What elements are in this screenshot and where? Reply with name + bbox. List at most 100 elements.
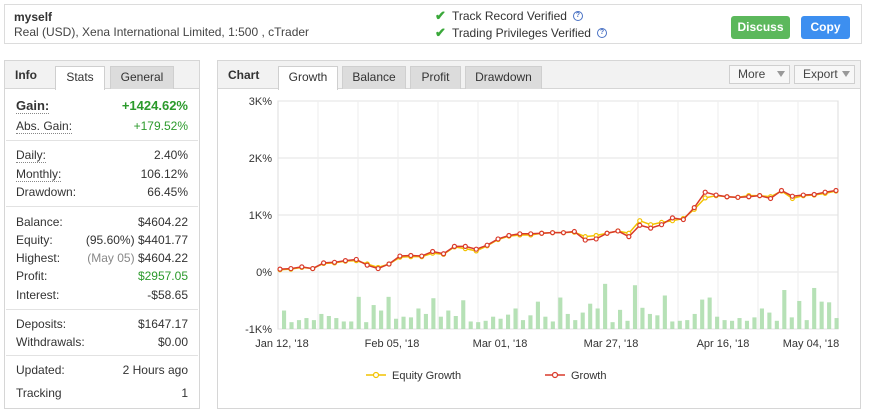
growth-point xyxy=(277,266,283,272)
tab-profit[interactable]: Profit xyxy=(410,66,461,89)
growth-point xyxy=(658,222,665,228)
bar xyxy=(296,320,302,329)
growth-point xyxy=(364,262,370,268)
divider xyxy=(6,355,198,356)
bar xyxy=(730,320,735,329)
bar xyxy=(431,298,436,329)
divider xyxy=(6,309,198,310)
highest-row: Highest: (May 05) $4604.22 xyxy=(16,251,188,265)
bar xyxy=(797,300,802,329)
bar xyxy=(752,317,757,329)
growth-point xyxy=(637,222,643,228)
bar xyxy=(349,321,354,329)
growth-point xyxy=(713,192,719,198)
export-dropdown[interactable]: Export xyxy=(794,65,855,84)
growth-point xyxy=(397,253,403,259)
bar xyxy=(640,307,645,329)
bar xyxy=(595,308,600,329)
growth-point xyxy=(571,228,577,235)
bar xyxy=(804,320,809,329)
y-tick-label: -1K% xyxy=(245,324,272,336)
growth-chart: 3K% 2K% 1K% 0% -1K% Jan 12, '18 Feb 05, '18 Ma… xyxy=(245,96,839,382)
growth-point xyxy=(593,236,599,242)
chart-panel: Chart Growth Balance Profit Drawdown Mor… xyxy=(217,60,861,409)
chevron-down-icon xyxy=(777,71,785,77)
deposits-row: Deposits: $1647.17 xyxy=(16,317,188,331)
chart-grid xyxy=(277,100,839,330)
tracking-row: Tracking 1 xyxy=(16,386,188,400)
copy-button[interactable]: Copy xyxy=(801,16,850,39)
growth-point xyxy=(331,259,338,265)
bar xyxy=(700,299,705,329)
growth-point xyxy=(462,243,468,249)
help-icon[interactable]: ? xyxy=(596,28,607,38)
more-dropdown[interactable]: More xyxy=(729,65,790,84)
growth-line xyxy=(279,189,837,270)
growth-point xyxy=(735,194,741,200)
account-details: Real (USD), Xena International Limited, … xyxy=(14,25,310,39)
bar xyxy=(356,296,361,329)
account-name: myself xyxy=(14,10,53,24)
bar xyxy=(610,322,615,329)
bar xyxy=(782,290,787,329)
bar xyxy=(506,314,511,329)
bar xyxy=(341,321,346,329)
bar xyxy=(319,313,324,329)
gain-row: Gain: +1424.62% xyxy=(16,98,188,114)
gain-value: +1424.62% xyxy=(121,98,188,113)
growth-point xyxy=(691,204,697,211)
y-tick-label: 0% xyxy=(256,267,272,279)
bar xyxy=(311,320,316,329)
tab-balance[interactable]: Balance xyxy=(342,66,406,89)
chart-legend: Equity Growth Growth xyxy=(366,370,606,382)
x-tick-label: Mar 27, '18 xyxy=(584,338,639,350)
bar xyxy=(670,321,675,329)
bar xyxy=(819,301,824,329)
growth-point xyxy=(419,253,425,259)
chart-bars xyxy=(282,283,839,329)
bar xyxy=(483,320,488,329)
stats-panel: Info Stats General Gain: +1424.62% Abs. … xyxy=(4,60,200,409)
stats-tabs: Info Stats General xyxy=(5,61,199,90)
x-axis-ticks: Jan 12, '18 Feb 05, '18 Mar 01, '18 Mar 27,… xyxy=(255,338,839,350)
monthly-row: Monthly: 106.12% xyxy=(16,167,188,182)
bar xyxy=(535,301,540,329)
bar xyxy=(513,308,518,329)
bar xyxy=(416,308,421,329)
daily-row: Daily: 2.40% xyxy=(16,148,188,163)
growth-point xyxy=(767,195,774,202)
bar xyxy=(767,312,772,329)
growth-point xyxy=(604,230,610,236)
tab-drawdown[interactable]: Drawdown xyxy=(465,66,542,89)
discuss-button[interactable]: Discuss xyxy=(731,16,790,39)
growth-point xyxy=(778,187,785,194)
growth-point xyxy=(833,187,839,194)
bar xyxy=(655,315,660,329)
bar xyxy=(423,313,428,329)
bar xyxy=(364,322,369,329)
tab-general[interactable]: General xyxy=(110,66,174,89)
bar xyxy=(647,313,652,329)
growth-point xyxy=(517,231,523,237)
growth-point xyxy=(408,252,414,259)
growth-point xyxy=(386,261,392,267)
growth-point xyxy=(789,193,795,199)
bar xyxy=(827,302,832,329)
check-icon: ✔ xyxy=(435,25,446,40)
tab-stats[interactable]: Stats xyxy=(55,66,105,90)
help-icon[interactable]: ? xyxy=(572,11,583,21)
y-tick-label: 3K% xyxy=(249,96,272,108)
bar xyxy=(438,316,443,329)
bar xyxy=(558,297,563,329)
tab-growth[interactable]: Growth xyxy=(278,66,338,90)
chart-tabs: Chart Growth Balance Profit Drawdown Mor… xyxy=(218,61,860,90)
growth-point xyxy=(549,230,556,236)
growth-point xyxy=(353,256,359,263)
check-icon: ✔ xyxy=(435,8,446,23)
equity-growth-point xyxy=(702,195,708,201)
x-tick-label: Mar 01, '18 xyxy=(473,338,528,350)
bar xyxy=(744,320,750,329)
growth-point xyxy=(451,243,458,249)
bar xyxy=(379,310,384,329)
chart-label: Chart xyxy=(228,68,260,82)
